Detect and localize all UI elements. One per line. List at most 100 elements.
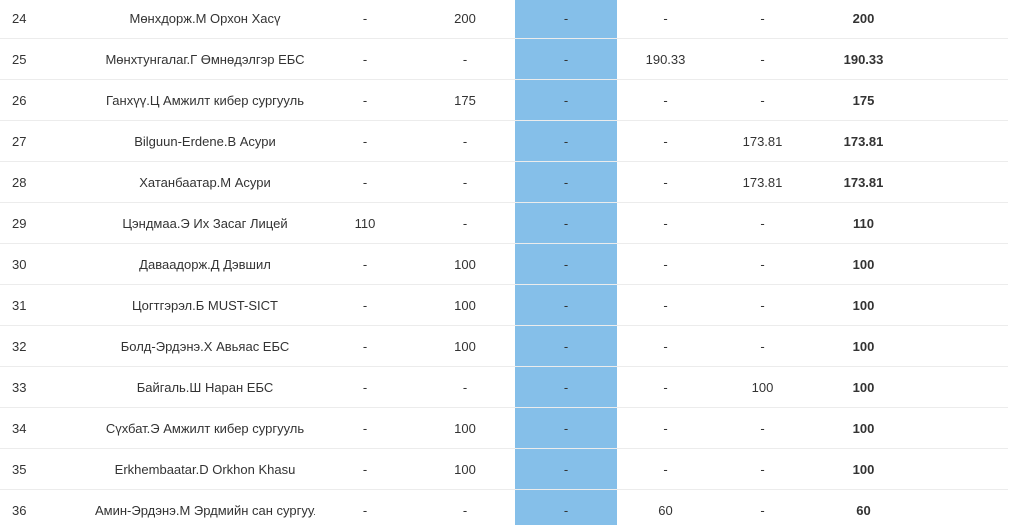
total-score-cell: 100	[811, 366, 916, 408]
rank-cell: 34	[0, 407, 95, 449]
spacer-cell	[916, 38, 1008, 80]
score-cell-2: 100	[415, 243, 515, 285]
table-row: 25 Мөнхтунгалаг.Г Өмнөдэлгэр ЕБС - - -190.33…	[0, 38, 1008, 80]
rank-cell: 26	[0, 79, 95, 121]
score-cell-2: 175	[415, 79, 515, 121]
total-score-cell: 100	[811, 325, 916, 367]
score-cell-4: -	[617, 243, 714, 285]
total-score-cell: 173.81	[811, 120, 916, 162]
score-cell-2: 100	[415, 407, 515, 449]
score-cell-4: -	[617, 120, 714, 162]
score-cell-1: -	[315, 79, 415, 121]
table-row: 35 Erkhembaatar.D Orkhon Khasu -100- - -100	[0, 448, 1008, 490]
spacer-cell	[916, 366, 1008, 408]
score-cell-3: -	[515, 366, 617, 408]
score-cell-1: -	[315, 325, 415, 367]
score-cell-5: -	[714, 0, 811, 39]
total-score-cell: 100	[811, 243, 916, 285]
spacer-cell	[916, 243, 1008, 285]
score-cell-2: 100	[415, 284, 515, 326]
participant-name-cell: Bilguun-Erdene.B Асури	[95, 120, 315, 162]
total-score-cell: 200	[811, 0, 916, 39]
score-cell-3: -	[515, 202, 617, 244]
rank-cell: 31	[0, 284, 95, 326]
score-cell-2: 200	[415, 0, 515, 39]
spacer-cell	[916, 325, 1008, 367]
table-row: 31 Цогтгэрэл.Б MUST-SICT -100- - -100	[0, 284, 1008, 326]
participant-name-cell: Цэндмаа.Э Их Засаг Лицей	[95, 202, 315, 244]
score-cell-2: -	[415, 38, 515, 80]
participant-name-cell: Мөнхдорж.М Орхон Хасү	[95, 0, 315, 39]
score-cell-2: 100	[415, 325, 515, 367]
score-cell-4: -	[617, 284, 714, 326]
score-cell-4: -	[617, 0, 714, 39]
score-cell-4: -	[617, 448, 714, 490]
score-cell-3: -	[515, 489, 617, 525]
score-cell-5: 173.81	[714, 120, 811, 162]
participant-name-cell: Ганхүү.Ц Амжилт кибер сургууль	[95, 79, 315, 121]
total-score-cell: 110	[811, 202, 916, 244]
score-cell-1: -	[315, 0, 415, 39]
score-cell-5: -	[714, 38, 811, 80]
rank-cell: 32	[0, 325, 95, 367]
score-cell-1: -	[315, 120, 415, 162]
rank-cell: 33	[0, 366, 95, 408]
score-cell-3: -	[515, 325, 617, 367]
total-score-cell: 100	[811, 407, 916, 449]
table-row: 32 Болд-Эрдэнэ.Х Авьяас ЕБС -100- - -100	[0, 325, 1008, 367]
score-cell-3: -	[515, 407, 617, 449]
score-cell-5: -	[714, 448, 811, 490]
table-row: 30 Даваадорж.Д Дэвшил -100- - -100	[0, 243, 1008, 285]
score-cell-4: -	[617, 79, 714, 121]
spacer-cell	[916, 202, 1008, 244]
score-cell-4: 60	[617, 489, 714, 525]
score-cell-3: -	[515, 79, 617, 121]
score-cell-5: -	[714, 202, 811, 244]
table-row: 27 Bilguun-Erdene.B Асури - - - -173.81 173.81	[0, 120, 1008, 162]
score-cell-1: -	[315, 448, 415, 490]
score-cell-4: 190.33	[617, 38, 714, 80]
total-score-cell: 100	[811, 448, 916, 490]
score-cell-5: -	[714, 407, 811, 449]
score-cell-1: -	[315, 243, 415, 285]
participant-name-cell: Даваадорж.Д Дэвшил	[95, 243, 315, 285]
rank-cell: 30	[0, 243, 95, 285]
score-cell-5: -	[714, 284, 811, 326]
spacer-cell	[916, 0, 1008, 39]
score-cell-1: -	[315, 38, 415, 80]
total-score-cell: 60	[811, 489, 916, 525]
table-row: 28 Хатанбаатар.М Асури - - - -173.81 173.81	[0, 161, 1008, 203]
participant-name-cell: Хатанбаатар.М Асури	[95, 161, 315, 203]
table-row: 36 Амин-Эрдэнэ.М Эрдмийн сан сургууль - - -6…	[0, 489, 1008, 525]
spacer-cell	[916, 489, 1008, 525]
total-score-cell: 175	[811, 79, 916, 121]
score-cell-1: -	[315, 366, 415, 408]
spacer-cell	[916, 284, 1008, 326]
table-row: 33 Байгаль.Ш Наран ЕБС - - - -100 100	[0, 366, 1008, 408]
rank-cell: 25	[0, 38, 95, 80]
participant-name-cell: Мөнхтунгалаг.Г Өмнөдэлгэр ЕБС	[95, 38, 315, 80]
score-cell-4: -	[617, 407, 714, 449]
score-cell-5: 100	[714, 366, 811, 408]
spacer-cell	[916, 407, 1008, 449]
score-cell-5: -	[714, 243, 811, 285]
spacer-cell	[916, 448, 1008, 490]
score-cell-2: 100	[415, 448, 515, 490]
rank-cell: 27	[0, 120, 95, 162]
rank-cell: 36	[0, 489, 95, 525]
participant-name-cell: Болд-Эрдэнэ.Х Авьяас ЕБС	[95, 325, 315, 367]
participant-name-cell: Erkhembaatar.D Orkhon Khasu	[95, 448, 315, 490]
score-cell-1: 110	[315, 202, 415, 244]
spacer-cell	[916, 79, 1008, 121]
table-row: 24 Мөнхдорж.М Орхон Хасү -200- - -200	[0, 0, 1008, 39]
score-cell-3: -	[515, 284, 617, 326]
score-cell-4: -	[617, 202, 714, 244]
rank-cell: 29	[0, 202, 95, 244]
participant-name-cell: Байгаль.Ш Наран ЕБС	[95, 366, 315, 408]
table-row: 26 Ганхүү.Ц Амжилт кибер сургууль -175- - -1…	[0, 79, 1008, 121]
total-score-cell: 190.33	[811, 38, 916, 80]
score-cell-2: -	[415, 489, 515, 525]
